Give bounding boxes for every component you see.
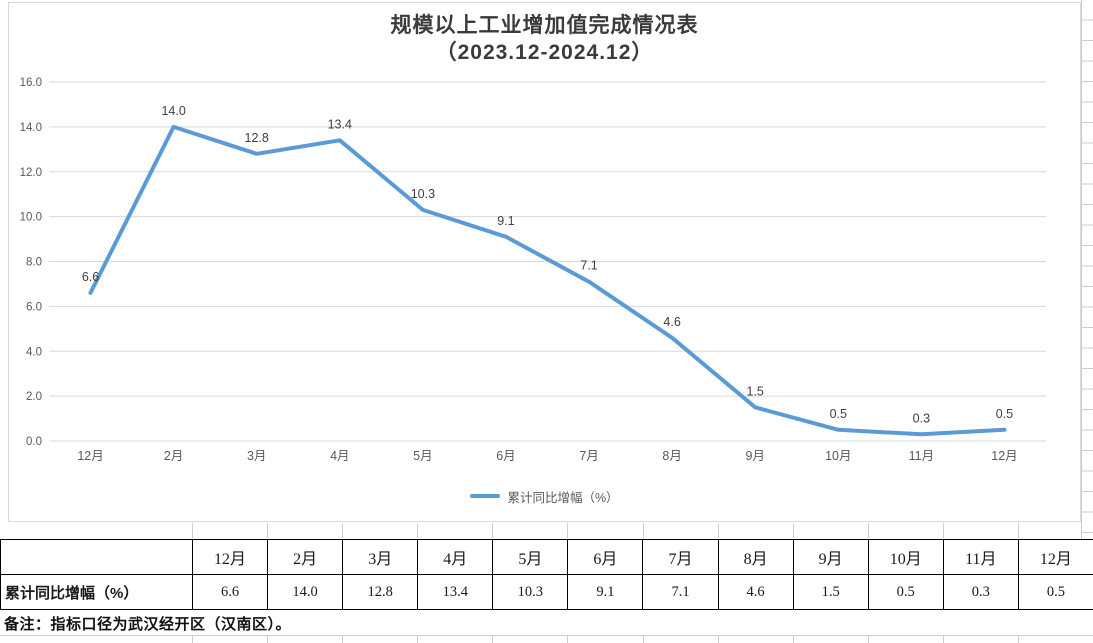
spreadsheet-cell-border <box>192 636 193 643</box>
spreadsheet-cell-border <box>868 523 869 538</box>
chart-title-line2: （2023.12-2024.12） <box>435 41 654 64</box>
trend-line <box>88 124 1007 437</box>
x-axis-tick-label: 12月 <box>991 449 1017 463</box>
spreadsheet-cell-border <box>793 636 794 643</box>
spreadsheet-cell-border <box>943 523 944 538</box>
value-cell[interactable]: 13.4 <box>417 574 494 610</box>
y-axis-tick-label: 16.0 <box>20 77 42 89</box>
spreadsheet-cell-border <box>1018 523 1019 538</box>
value-cell[interactable]: 7.1 <box>642 574 719 610</box>
data-point-label: 6.6 <box>82 270 99 284</box>
x-axis-tick-label: 8月 <box>662 449 681 463</box>
month-header-cell[interactable]: 6月 <box>567 539 644 575</box>
value-cell[interactable]: 14.0 <box>267 574 344 610</box>
data-point-label: 0.5 <box>830 407 847 421</box>
trend-chart-svg: 0.0 2.0 4.0 6.0 8.0 10.0 12.0 14.0 16.0 12月 2月 3月 4月… <box>20 77 1046 463</box>
y-axis-tick-label: 4.0 <box>26 346 42 358</box>
month-header-cell[interactable]: 12月 <box>1017 539 1093 575</box>
spreadsheet-cell-border <box>417 523 418 538</box>
month-header-cell[interactable]: 9月 <box>792 539 869 575</box>
y-axis-tick-label: 0.0 <box>26 436 42 448</box>
spreadsheet-cell-border <box>943 636 944 643</box>
spreadsheet-cell-border <box>1018 636 1019 643</box>
x-axis-tick-label: 10月 <box>825 449 851 463</box>
data-point-label: 7.1 <box>580 259 597 273</box>
chart-legend: 累计同比增幅（%） <box>9 487 1080 505</box>
value-cell[interactable]: 0.3 <box>942 574 1019 610</box>
data-point-label: 12.8 <box>245 131 269 145</box>
spreadsheet-cell-border <box>567 523 568 538</box>
spreadsheet-cell-border <box>793 523 794 538</box>
x-axis-tick-label: 5月 <box>413 449 432 463</box>
spreadsheet-cell-border <box>342 636 343 643</box>
y-axis-tick-label: 12.0 <box>20 167 42 179</box>
value-cell[interactable]: 0.5 <box>1017 574 1093 610</box>
x-axis-tick-label: 9月 <box>745 449 764 463</box>
spreadsheet-cell-border <box>718 636 719 643</box>
x-axis-tick-label: 6月 <box>496 449 515 463</box>
data-point-label: 0.5 <box>996 407 1013 421</box>
spreadsheet-row-border <box>0 635 1093 636</box>
value-cell[interactable]: 4.6 <box>717 574 794 610</box>
x-axis-tick-label: 4月 <box>330 449 349 463</box>
chart-title: 规模以上工业增加值完成情况表 （2023.12-2024.12） <box>9 12 1080 66</box>
data-point-label: 4.6 <box>663 315 680 329</box>
data-point-label: 13.4 <box>328 117 352 131</box>
data-point-label: 1.5 <box>747 384 764 398</box>
spreadsheet-cell-border <box>192 523 193 538</box>
chart-object[interactable]: 0.0 2.0 4.0 6.0 8.0 10.0 12.0 14.0 16.0 12月 2月 3月 4月… <box>8 2 1081 522</box>
data-table: 12月 2月 3月 4月 5月 6月 7月 8月 9月 10月 11月 12月 累计同比增幅（%） 6.6… <box>0 539 1093 610</box>
data-point-label: 14.0 <box>161 104 185 118</box>
value-cell[interactable]: 0.5 <box>867 574 944 610</box>
table-header-row: 12月 2月 3月 4月 5月 6月 7月 8月 9月 10月 11月 12月 <box>0 539 1093 575</box>
spreadsheet-cell-border <box>492 636 493 643</box>
y-axis-tick-label: 14.0 <box>20 122 42 134</box>
month-header-cell[interactable]: 4月 <box>417 539 494 575</box>
y-axis-tick-label: 8.0 <box>26 257 42 269</box>
month-header-cell[interactable]: 11月 <box>942 539 1019 575</box>
table-value-row: 累计同比增幅（%） 6.6 14.0 12.8 13.4 10.3 9.1 7.1 4.6 1.5… <box>0 574 1093 610</box>
value-cell[interactable]: 9.1 <box>567 574 644 610</box>
spreadsheet-cell-border <box>643 636 644 643</box>
month-header-cell[interactable]: 7月 <box>642 539 719 575</box>
data-point-label: 9.1 <box>497 214 514 228</box>
spreadsheet-cell-border <box>417 636 418 643</box>
value-cell[interactable]: 12.8 <box>342 574 419 610</box>
chart-title-line1: 规模以上工业增加值完成情况表 <box>390 14 699 37</box>
month-header-cell[interactable]: 5月 <box>492 539 569 575</box>
legend-line-swatch <box>470 494 501 498</box>
x-axis-tick-label: 3月 <box>247 449 266 463</box>
y-axis-tick-label: 6.0 <box>26 301 42 313</box>
x-axis-tick-label: 11月 <box>909 449 934 463</box>
row-label-cell[interactable]: 累计同比增幅（%） <box>0 574 193 610</box>
legend-label: 累计同比增幅（%） <box>507 490 619 505</box>
month-header-cell[interactable]: 8月 <box>717 539 794 575</box>
month-header-cell[interactable]: 12月 <box>191 539 269 575</box>
x-axis-tick-label: 7月 <box>579 449 598 463</box>
data-point-label: 10.3 <box>411 187 435 201</box>
note-text: 备注：指标口径为武汉经开区（汉南区）。 <box>4 615 292 633</box>
month-header-cell[interactable]: 3月 <box>342 539 419 575</box>
y-axis-tick-label: 10.0 <box>20 212 42 224</box>
data-point-label: 0.3 <box>913 411 930 425</box>
value-cell[interactable]: 1.5 <box>792 574 869 610</box>
spreadsheet-cell-border <box>342 523 343 538</box>
y-axis-tick-label: 2.0 <box>26 391 42 403</box>
table-corner-cell[interactable] <box>0 539 193 575</box>
spreadsheet-cell-border <box>868 636 869 643</box>
x-axis-tick-label: 12月 <box>77 449 103 463</box>
spreadsheet-cell-border <box>567 636 568 643</box>
spreadsheet-right-column <box>1081 0 1093 540</box>
month-header-cell[interactable]: 2月 <box>267 539 344 575</box>
value-cell[interactable]: 10.3 <box>492 574 569 610</box>
spreadsheet-cell-border <box>267 636 268 643</box>
spreadsheet-cell-border <box>492 523 493 538</box>
spreadsheet-cell-border <box>643 523 644 538</box>
x-axis-tick-label: 2月 <box>164 449 183 463</box>
note-row[interactable]: 备注：指标口径为武汉经开区（汉南区）。 <box>0 611 1093 635</box>
month-header-cell[interactable]: 10月 <box>867 539 944 575</box>
value-cell[interactable]: 6.6 <box>191 574 269 610</box>
spreadsheet-cell-border <box>267 523 268 538</box>
spreadsheet-cell-border <box>718 523 719 538</box>
